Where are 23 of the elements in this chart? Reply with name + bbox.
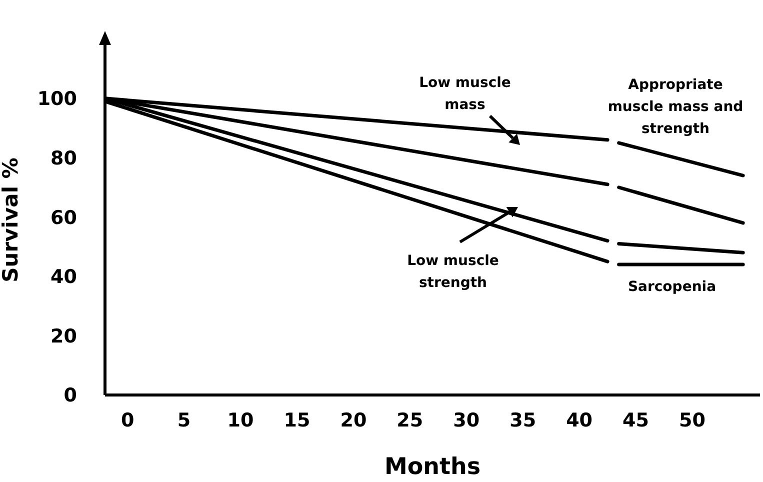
x-tick-label: 45 (622, 409, 649, 432)
x-tick-label: 5 (177, 409, 191, 432)
x-axis-title: Months (384, 454, 481, 480)
x-tick-label: 10 (227, 409, 254, 432)
annotation: Low muscle strength (406, 252, 500, 293)
y-tick-label: 100 (37, 88, 77, 110)
x-tick-label: 15 (284, 409, 310, 432)
x-tick-label: 40 (566, 409, 593, 432)
x-tick-label: 0 (120, 409, 134, 432)
x-tick-label: 30 (453, 409, 480, 432)
y-tick-label: 0 (64, 384, 77, 407)
annotation: Sarcopenia (626, 278, 718, 297)
annotation: Appropriate muscle mass and strength (606, 76, 744, 139)
y-tick-label: 60 (50, 206, 77, 229)
y-tick-label: 40 (50, 266, 77, 288)
x-tick-label: 25 (396, 409, 424, 432)
x-tick-label: 20 (340, 409, 367, 432)
y-tick-label: 20 (50, 325, 77, 348)
x-tick-label: 50 (679, 409, 706, 432)
x-tick-label: 35 (510, 409, 536, 432)
annotation: Low muscle mass (418, 74, 512, 115)
y-tick-label: 80 (50, 147, 77, 170)
y-axis-title: Survival % (0, 158, 22, 282)
